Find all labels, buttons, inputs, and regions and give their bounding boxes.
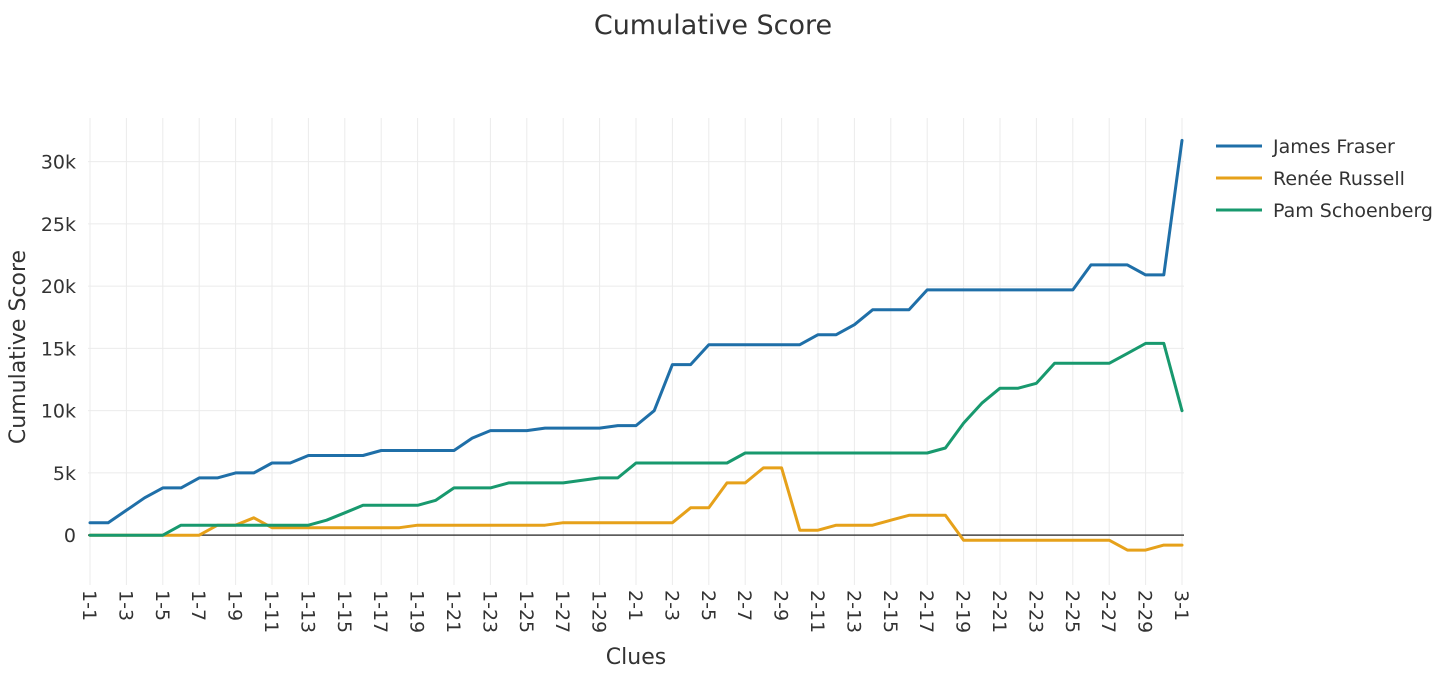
x-tick-label: 1-19 (406, 590, 428, 633)
x-tick-label: 2-15 (879, 590, 901, 633)
x-tick-label: 2-29 (1134, 590, 1156, 633)
x-tick-label: 2-3 (660, 590, 682, 621)
x-tick-label: 2-21 (988, 590, 1010, 633)
x-tick-label: 1-29 (588, 590, 610, 633)
x-tick-label: 2-7 (733, 590, 755, 621)
x-tick-label: 1-5 (151, 590, 173, 621)
chart-title: Cumulative Score (594, 10, 832, 41)
x-axis-ticks: 1-1 1-3 1-5 1-7 1-9 1-11 1-13 1-15 1-17 1-19 1-21 1… (78, 590, 1192, 633)
legend: James Fraser Renée Russell Pam Schoenberg (1216, 136, 1433, 222)
y-tick-label: 25k (41, 214, 76, 236)
x-tick-label: 1-1 (78, 590, 100, 621)
x-tick-label: 1-3 (114, 590, 136, 621)
x-tick-label: 1-17 (369, 590, 391, 633)
legend-label: Renée Russell (1273, 168, 1405, 190)
x-tick-label: 2-9 (770, 590, 792, 621)
series-lines (88, 138, 1184, 552)
y-tick-label: 30k (41, 152, 76, 174)
x-tick-label: 2-25 (1061, 590, 1083, 633)
x-tick-label: 3-1 (1170, 590, 1192, 621)
y-axis-label: Cumulative Score (6, 250, 31, 444)
x-gridlines (89, 118, 1183, 585)
y-axis-ticks: 0 5k 10k 15k 20k 25k 30k (41, 152, 76, 548)
x-axis-label: Clues (606, 645, 666, 670)
x-tick-label: 1-13 (296, 590, 318, 633)
x-tick-label: 1-9 (224, 590, 246, 621)
series-line-ren-e-russell (88, 466, 1184, 552)
x-tick-label: 2-17 (915, 590, 937, 633)
y-tick-label: 15k (41, 338, 76, 360)
legend-label: James Fraser (1272, 136, 1395, 158)
x-tick-label: 2-27 (1097, 590, 1119, 633)
series-line-pam-schoenberg (88, 341, 1184, 537)
x-tick-label: 1-25 (515, 590, 537, 633)
y-tick-label: 5k (53, 463, 76, 485)
x-tick-label: 2-19 (952, 590, 974, 633)
x-tick-label: 2-1 (624, 590, 646, 621)
series-line-james-fraser (88, 138, 1184, 525)
y-tick-label: 0 (64, 525, 76, 547)
x-tick-label: 2-23 (1024, 590, 1046, 633)
x-tick-label: 2-11 (806, 590, 828, 633)
x-tick-label: 1-21 (442, 590, 464, 633)
x-tick-label: 1-11 (260, 590, 282, 633)
y-tick-label: 10k (41, 401, 76, 423)
x-tick-label: 2-5 (697, 590, 719, 621)
y-tick-label: 20k (41, 276, 76, 298)
x-tick-label: 2-13 (842, 590, 864, 633)
x-tick-label: 1-7 (187, 590, 209, 621)
y-gridlines (88, 161, 1184, 474)
x-tick-label: 1-23 (478, 590, 500, 633)
x-tick-label: 1-27 (551, 590, 573, 633)
x-tick-label: 1-15 (333, 590, 355, 633)
legend-label: Pam Schoenberg (1273, 200, 1433, 222)
